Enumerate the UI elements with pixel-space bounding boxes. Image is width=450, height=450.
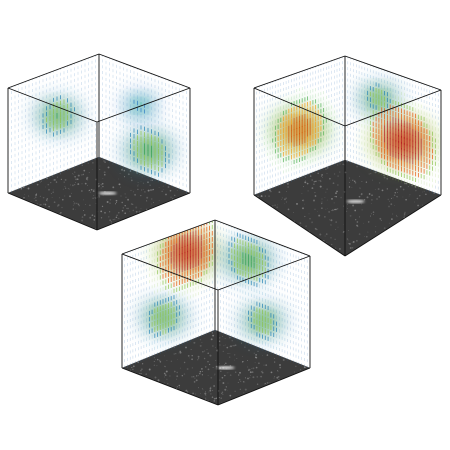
cube-floor bbox=[122, 330, 310, 405]
cube-wireframe bbox=[7, 53, 191, 231]
vector-field bbox=[8, 54, 190, 195]
cube-floor bbox=[254, 160, 441, 256]
vector-field bbox=[122, 220, 310, 370]
floor-highlight bbox=[346, 199, 365, 204]
cube-bottom bbox=[121, 219, 311, 406]
floor-highlight bbox=[216, 366, 235, 370]
vector-field bbox=[254, 56, 441, 197]
cube-top-left bbox=[7, 53, 191, 231]
floor-texture bbox=[127, 332, 306, 403]
cube-wireframe bbox=[121, 219, 311, 406]
cube-wireframe bbox=[253, 55, 442, 257]
cube-top-right bbox=[253, 55, 442, 257]
floor-highlight bbox=[98, 191, 117, 195]
